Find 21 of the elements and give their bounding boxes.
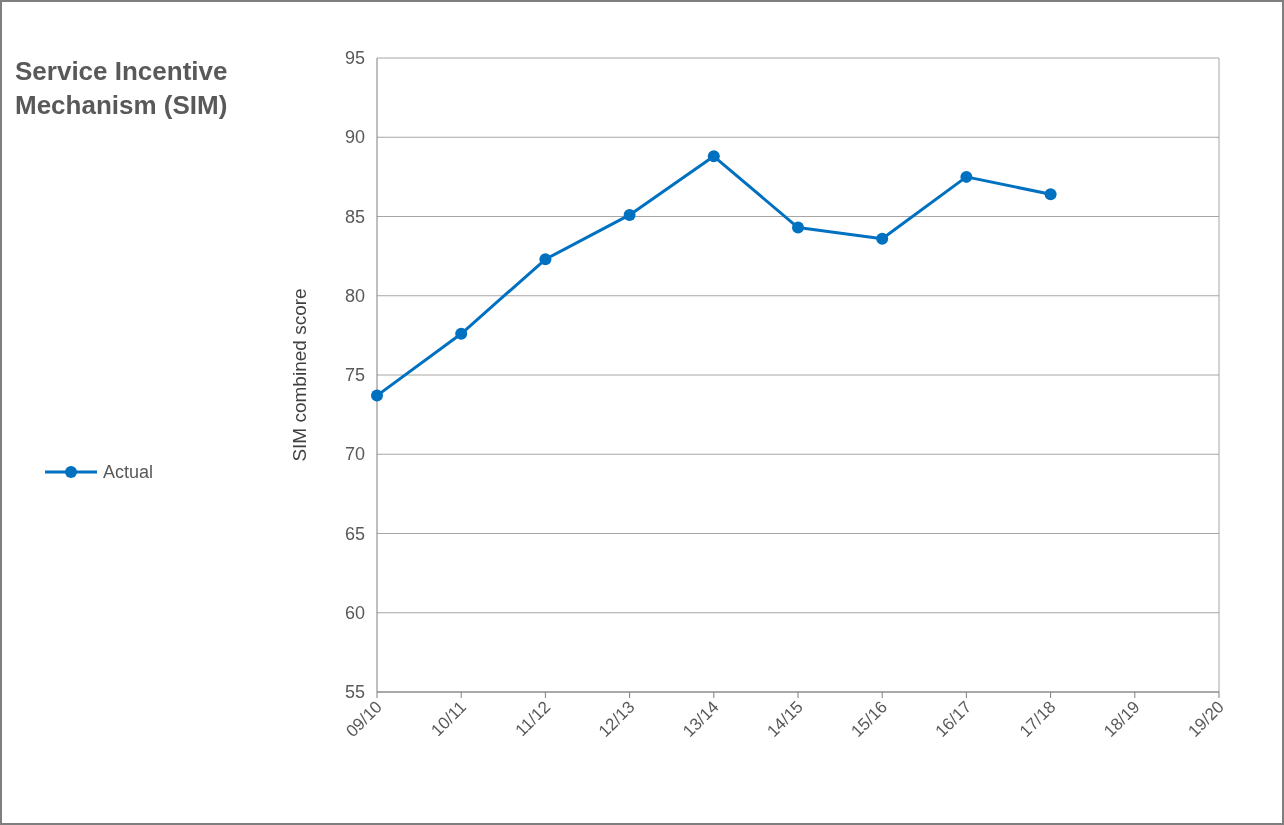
y-tick-label: 85 <box>344 206 365 227</box>
y-tick-label: 80 <box>344 285 365 306</box>
y-axis-title: SIM combined score <box>289 288 310 462</box>
y-tick-label: 70 <box>344 444 365 465</box>
point <box>455 327 468 340</box>
point <box>960 170 973 183</box>
y-tick-label: 75 <box>344 365 365 385</box>
legend-label: Actual <box>103 462 154 482</box>
point <box>1044 188 1057 201</box>
point <box>876 232 889 245</box>
point <box>539 253 552 266</box>
y-tick-label: 95 <box>344 48 365 68</box>
point <box>792 221 804 234</box>
y-tick-label: 65 <box>344 523 365 544</box>
y-tick-label: 60 <box>344 602 365 623</box>
y-tick-label: 55 <box>344 682 365 702</box>
point <box>623 208 636 221</box>
text: Service Incentive Mechanism (SIM) <box>15 56 228 120</box>
point <box>707 150 720 163</box>
y-tick-label: 90 <box>344 127 365 148</box>
point <box>371 389 383 402</box>
